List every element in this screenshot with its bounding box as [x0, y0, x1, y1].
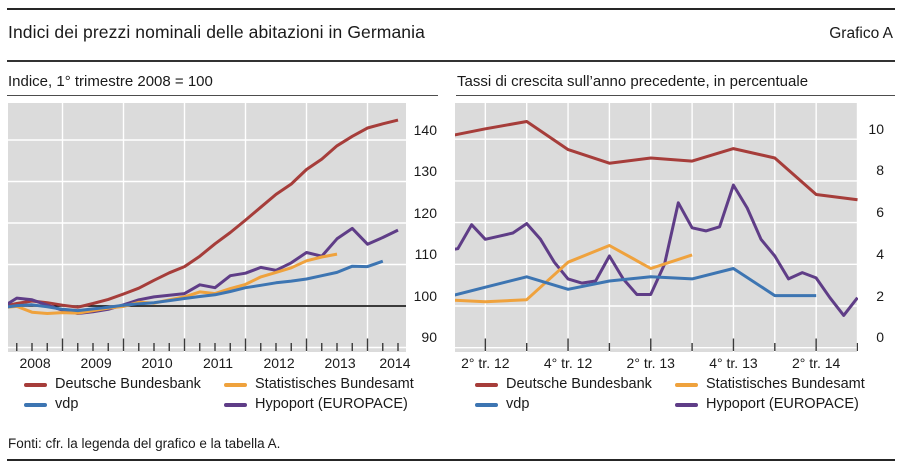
- legend-label: Hypoport (EUROPACE): [255, 396, 408, 412]
- x-tick-label: 2009: [80, 355, 112, 371]
- series-line-red: [8, 118, 399, 309]
- hypoport-line-swatch: [675, 403, 698, 407]
- destatis-line-swatch: [675, 383, 698, 387]
- legend-label: Deutsche Bundesbank: [506, 376, 652, 392]
- legend-label: Deutsche Bundesbank: [55, 376, 201, 392]
- figure-title: Indici dei prezzi nominali delle abitazi…: [8, 22, 425, 42]
- legend-label: vdp: [506, 396, 530, 412]
- bottom-rule: [7, 459, 895, 461]
- title-rule: [7, 60, 895, 62]
- x-tick-label: 2° tr. 14: [791, 355, 841, 371]
- y-tick-label: 90: [421, 329, 437, 345]
- x-tick-label: 4° tr. 13: [709, 355, 758, 371]
- legend-label: vdp: [55, 396, 79, 412]
- figure-tag: Grafico A: [829, 25, 893, 42]
- y-tick-label: 2: [876, 287, 884, 304]
- x-tick-label: 4° tr. 12: [543, 355, 593, 371]
- y-tick-label: 130: [413, 163, 437, 179]
- legend-label: Statistisches Bundesamt: [255, 376, 414, 392]
- growth-chart-svg: [455, 103, 858, 352]
- x-tick-label: 2008: [19, 355, 51, 371]
- x-tick-label: 2013: [324, 355, 356, 371]
- vdp-line-swatch: [24, 403, 47, 407]
- y-tick-label: 6: [876, 204, 884, 221]
- vdp-line-swatch: [475, 403, 498, 407]
- x-tick-label: 2° tr. 13: [626, 355, 675, 371]
- x-tick-label: 2° tr. 12: [461, 355, 510, 371]
- series-line-red: [455, 120, 858, 202]
- x-tick-label: 2011: [202, 355, 234, 371]
- series-line-blue: [455, 267, 817, 298]
- y-tick-label: 120: [413, 204, 437, 221]
- x-tick-label: 2014: [379, 355, 411, 371]
- series-line-orange: [455, 244, 693, 304]
- y-tick-label: 8: [876, 162, 884, 179]
- series-line-blue: [8, 259, 384, 313]
- top-rule: [7, 8, 895, 10]
- y-tick-label: 0: [876, 329, 884, 346]
- y-tick-label: 110: [414, 246, 437, 262]
- left-chart-subtitle: Indice, 1° trimestre 2008 = 100: [8, 73, 213, 90]
- y-tick-label: 140: [413, 121, 437, 138]
- bundesbank-line-swatch: [24, 383, 47, 387]
- y-tick-label: 10: [868, 120, 884, 137]
- bundesbank-line-swatch: [475, 383, 498, 387]
- legend-label: Hypoport (EUROPACE): [706, 396, 859, 412]
- destatis-line-swatch: [224, 383, 247, 387]
- series-line-purple: [455, 183, 858, 317]
- right-chart-subtitle: Tassi di crescita sull’anno precedente, …: [457, 73, 809, 90]
- x-tick-label: 2010: [141, 355, 173, 371]
- index-chart-svg: [8, 103, 406, 352]
- source-note: Fonti: cfr. la legenda del grafico e la …: [8, 436, 281, 451]
- left-subtitle-rule: [7, 95, 438, 97]
- plot-background: [455, 103, 858, 352]
- legend-label: Statistisches Bundesamt: [706, 376, 865, 392]
- y-tick-label: 100: [413, 287, 437, 304]
- right-subtitle-rule: [456, 95, 895, 97]
- hypoport-line-swatch: [224, 403, 247, 407]
- y-tick-label: 4: [876, 245, 884, 262]
- x-tick-label: 2012: [263, 355, 295, 371]
